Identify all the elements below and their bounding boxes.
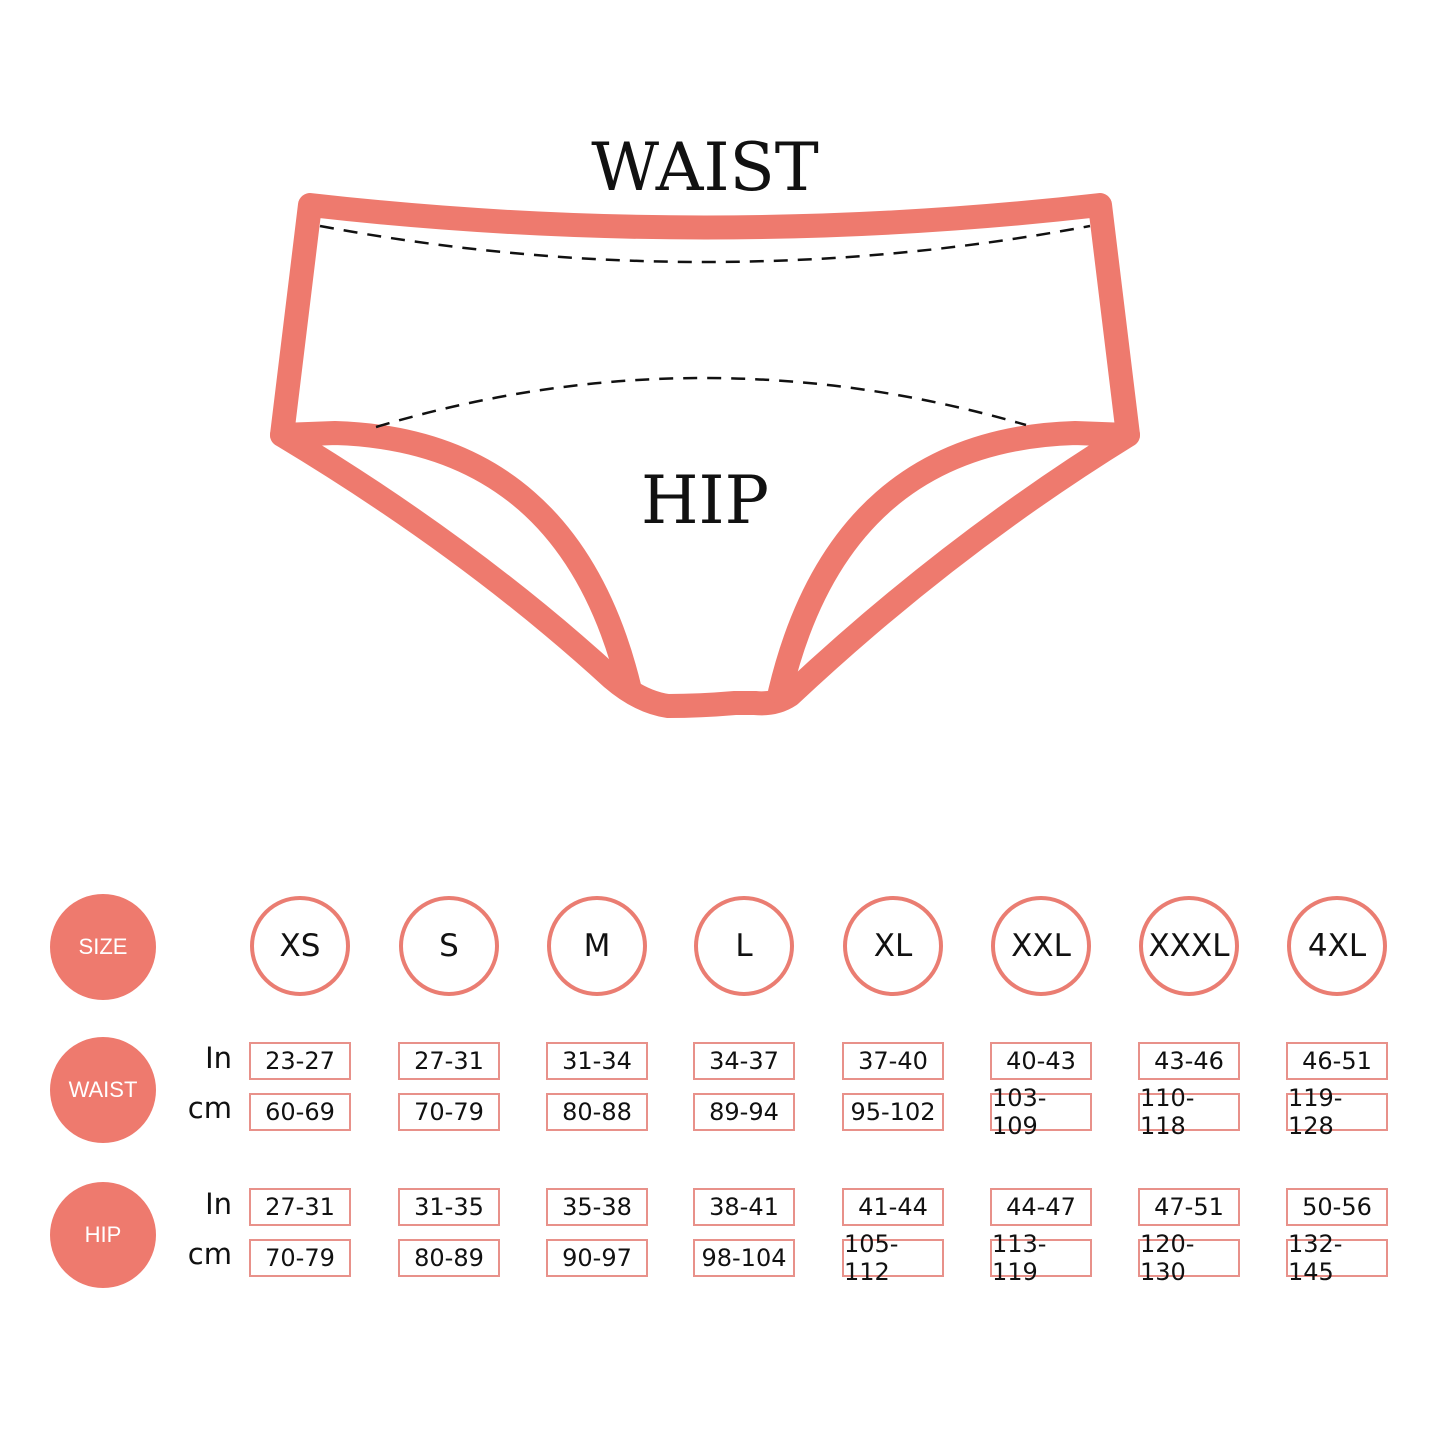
waist-in-cell: 31-34 [546,1042,648,1080]
hip-in-cell: 35-38 [546,1188,648,1226]
hip-in-cell: 27-31 [249,1188,351,1226]
size-circle: XXL [991,896,1091,996]
left-leg-opening [270,421,642,702]
waist-cm-cell: 110-118 [1138,1084,1240,1140]
hip-cm-cell: 132-145 [1286,1230,1388,1286]
waist-measure-line [319,224,1091,264]
garment-outline [270,193,1140,718]
hip-cm-cell: 70-79 [249,1239,351,1277]
waist-in-cell: 40-43 [990,1042,1092,1080]
hip-cm-cell: 105-112 [842,1230,944,1286]
hip-cm-cell: 120-130 [1138,1230,1240,1286]
right-leg-opening [768,421,1140,704]
waist-in-cell: 27-31 [398,1042,500,1080]
waist-cm-cell: 95-102 [842,1093,944,1131]
waist-unit-in: In [205,1041,232,1075]
waist-in-cell: 34-37 [693,1042,795,1080]
waist-in-cell: 37-40 [842,1042,944,1080]
hip-cm-cell: 98-104 [693,1239,795,1277]
hip-measure-line [375,376,1027,429]
size-row-label: SIZE [50,894,156,1000]
size-circle: L [694,896,794,996]
hip-in-cell: 31-35 [398,1188,500,1226]
waist-row-label: WAIST [50,1037,156,1143]
hip-unit-in: In [205,1187,232,1221]
size-circle: M [547,896,647,996]
waist-cm-cell: 60-69 [249,1093,351,1131]
waist-cm-cell: 103-109 [990,1084,1092,1140]
hip-in-cell: 44-47 [990,1188,1092,1226]
brief-diagram: WAIST HIP [270,129,1140,718]
hip-cm-cell: 80-89 [398,1239,500,1277]
hip-in-cell: 47-51 [1138,1188,1240,1226]
hip-cm-cell: 90-97 [546,1239,648,1277]
hip-label: HIP [641,462,769,539]
waist-cm-cell: 89-94 [693,1093,795,1131]
waist-cm-cell: 80-88 [546,1093,648,1131]
hip-in-cell: 38-41 [693,1188,795,1226]
waist-in-cell: 23-27 [249,1042,351,1080]
hip-in-cell: 41-44 [842,1188,944,1226]
waist-cm-cell: 70-79 [398,1093,500,1131]
waist-cm-cell: 119-128 [1286,1084,1388,1140]
waist-in-cell: 43-46 [1138,1042,1240,1080]
hip-unit-cm: cm [187,1237,232,1271]
size-circle: XS [250,896,350,996]
waist-label: WAIST [591,129,819,206]
waist-unit-cm: cm [187,1091,232,1125]
size-circle: XXXL [1139,896,1239,996]
waist-in-cell: 46-51 [1286,1042,1388,1080]
size-circle: 4XL [1287,896,1387,996]
size-circle: XL [843,896,943,996]
hip-cm-cell: 113-119 [990,1230,1092,1286]
hip-row-label: HIP [50,1182,156,1288]
hip-in-cell: 50-56 [1286,1188,1388,1226]
size-circle: S [399,896,499,996]
